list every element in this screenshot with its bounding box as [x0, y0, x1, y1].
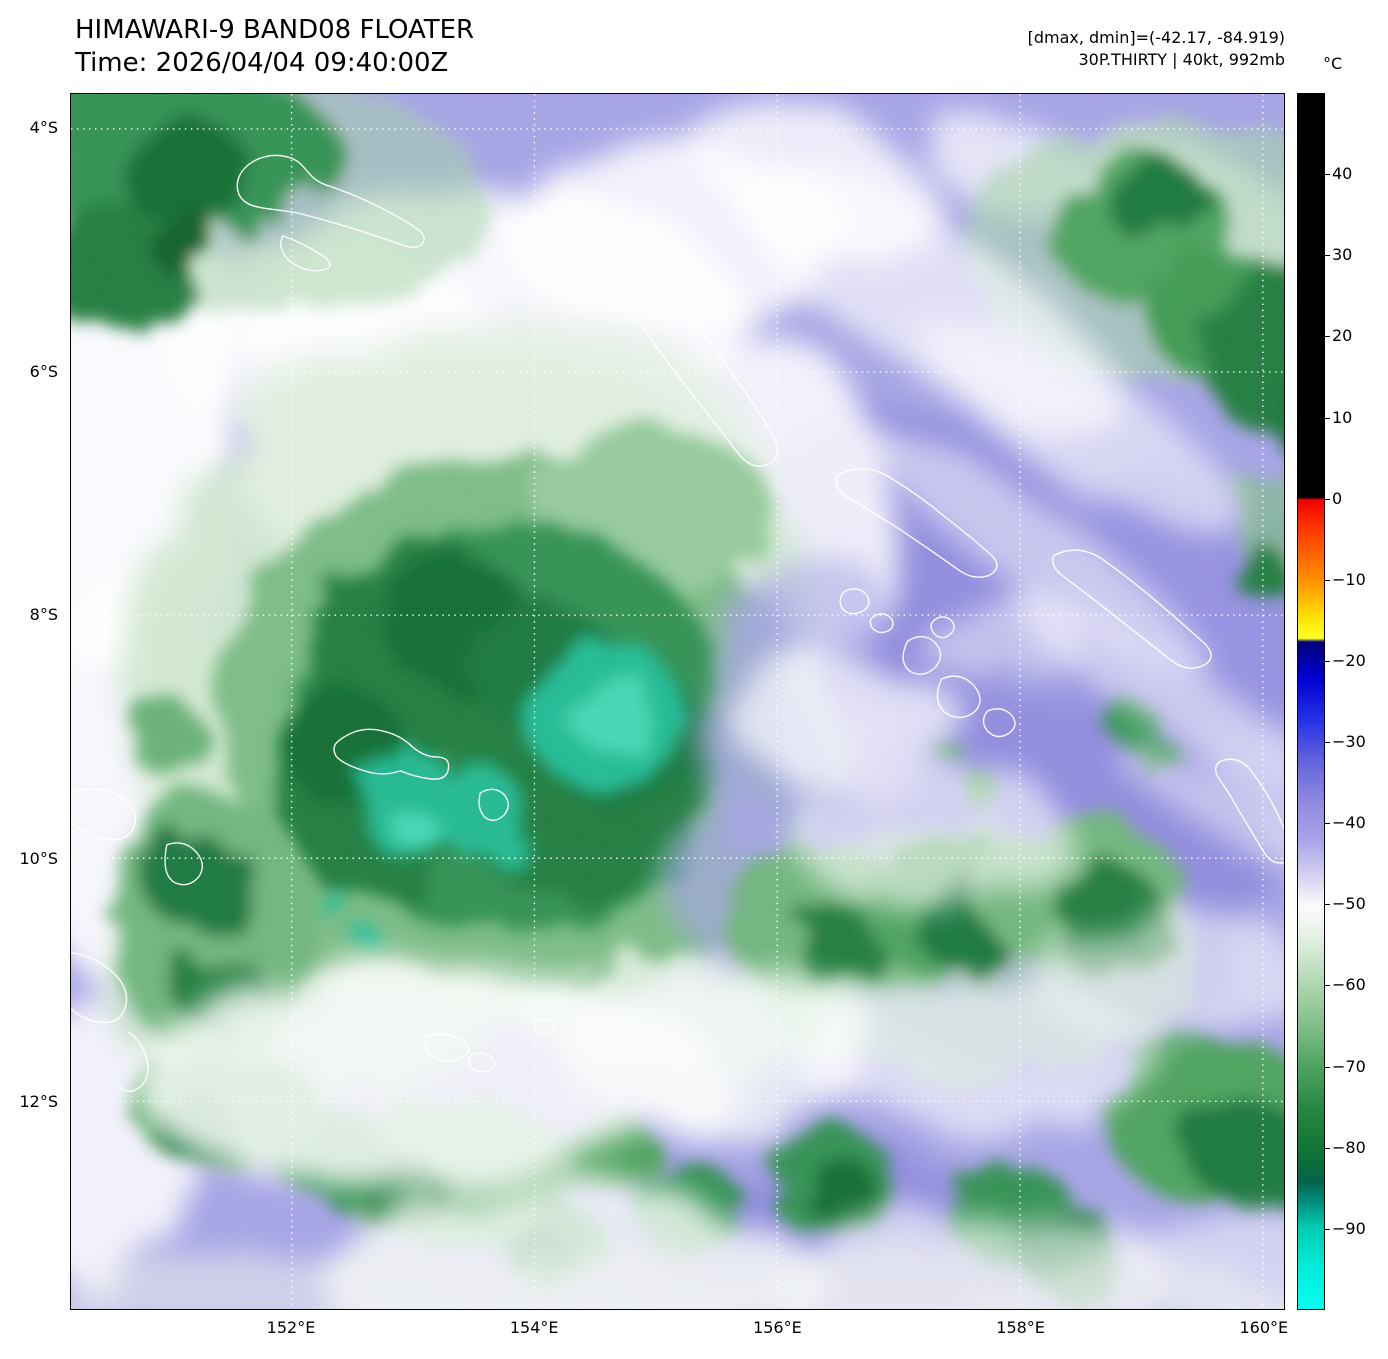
satellite-map: Copyright © 2020-2026 Dapiya	[70, 93, 1285, 1310]
lat-tick-label: 12°S	[19, 1092, 58, 1111]
colorbar-tick-label: 0	[1324, 488, 1343, 508]
lat-tick-label: 10°S	[19, 848, 58, 868]
lon-tick-label: 152°E	[266, 1318, 316, 1337]
colorbar-gradient	[1298, 94, 1324, 1309]
page-title: HIMAWARI-9 BAND08 FLOATER	[75, 15, 475, 45]
timestamp: Time: 2026/04/04 09:40:00Z	[75, 48, 449, 79]
lat-tick-label: 4°S	[29, 118, 58, 137]
storm-intensity-note: 30P.THIRTY | 40kt, 992mb	[1078, 50, 1285, 70]
colorbar-tick-label: 20	[1324, 326, 1353, 346]
sensor-noise-texture	[71, 94, 1284, 1309]
colorbar-tick-label: −40	[1325, 813, 1366, 833]
lon-tick-label: 160°E	[1239, 1318, 1289, 1337]
lon-tick-label: 156°E	[753, 1318, 802, 1337]
colorbar-tick-label: −90	[1325, 1218, 1366, 1238]
colorbar-tick-label: 30	[1324, 245, 1353, 265]
latlon-gridlines	[71, 94, 1284, 1309]
lon-tick-label: 158°E	[996, 1318, 1045, 1337]
colorbar-tick-label: −30	[1325, 732, 1366, 752]
colorbar-tick-label: −80	[1325, 1137, 1366, 1157]
temperature-colorbar	[1297, 93, 1325, 1310]
dmax-dmin-note: [dmax, dmin]=(-42.17, -84.919)	[1027, 28, 1285, 47]
colorbar-tick-label: −20	[1325, 650, 1366, 670]
lon-tick-label: 154°E	[509, 1318, 559, 1337]
colorbar-tick-labels: 40 30 20 10 0 −10 −20 −30 −40 −50 −60 −70 −80 −90	[1324, 93, 1388, 1310]
colorbar-tick-label: 40	[1324, 164, 1353, 184]
colorbar-tick-label: 10	[1324, 407, 1353, 427]
coastlines	[71, 154, 1284, 1093]
satellite-image	[71, 94, 1284, 1309]
latitude-axis: 4°S 6°S 8°S 10°S 12°S	[0, 93, 64, 1310]
colorbar-unit-label: °C	[1323, 54, 1343, 73]
lat-tick-label: 6°S	[29, 361, 58, 381]
colorbar-tick-label: −70	[1325, 1056, 1366, 1076]
header-left: HIMAWARI-9 BAND08 FLOATER Time: 2026/04/…	[75, 14, 474, 81]
colorbar-tick-label: −60	[1325, 975, 1366, 995]
colorbar-tick-label: −10	[1325, 569, 1366, 589]
longitude-axis: 152°E 154°E 156°E 158°E 160°E	[70, 1314, 1289, 1342]
header-right: [dmax, dmin]=(-42.17, -84.919) 30P.THIRT…	[1028, 27, 1285, 72]
lat-tick-label: 8°S	[29, 605, 58, 624]
colorbar-tick-label: −50	[1325, 894, 1366, 914]
